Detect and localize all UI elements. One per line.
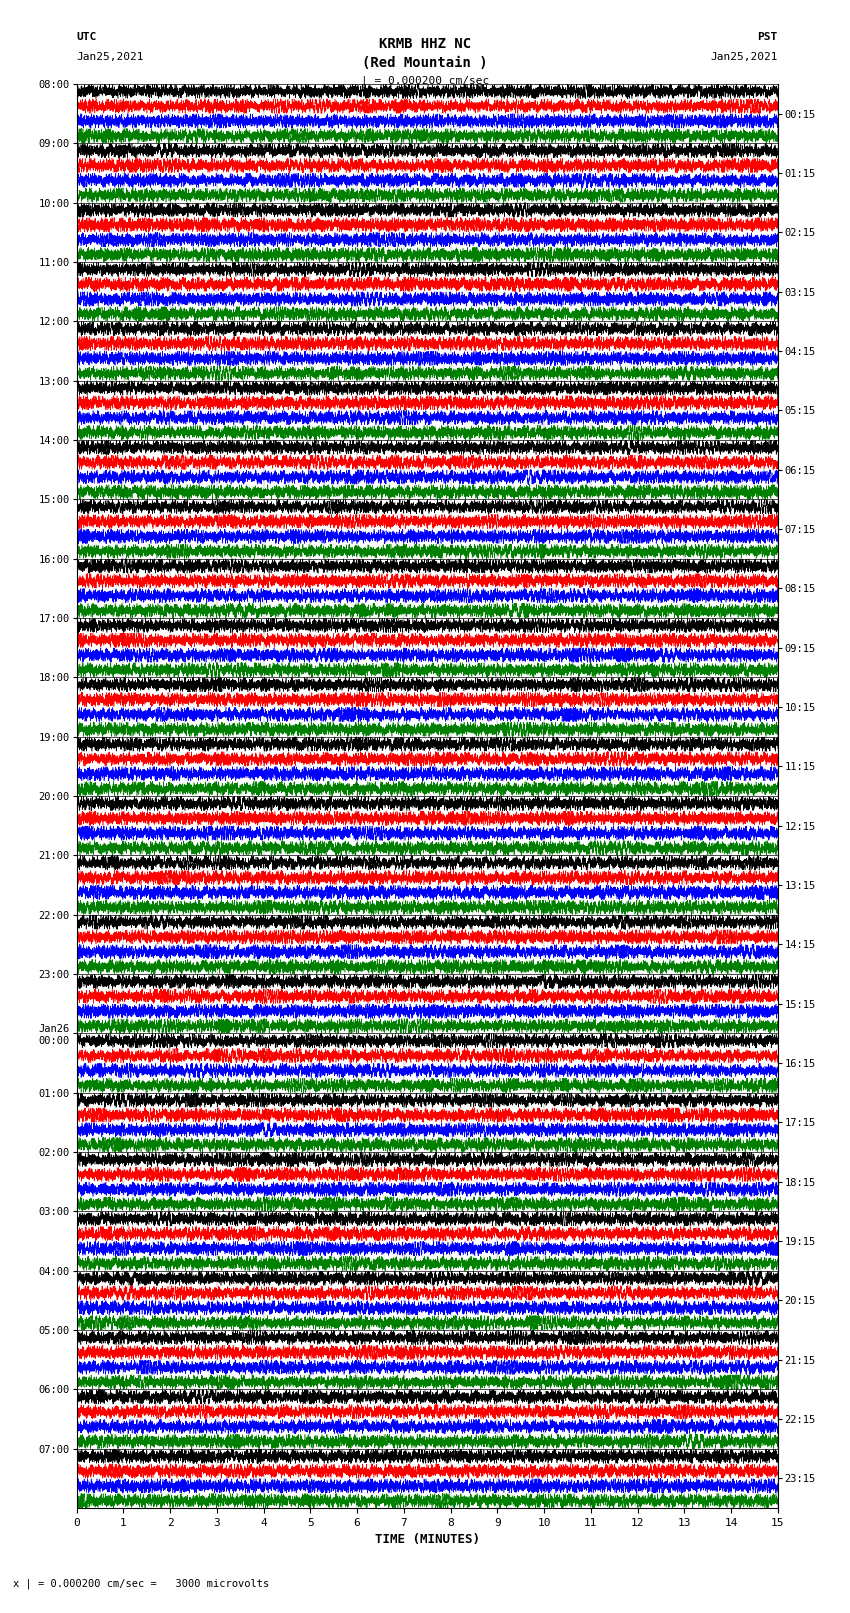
Text: | = 0.000200 cm/sec: | = 0.000200 cm/sec xyxy=(361,76,489,87)
Text: PST: PST xyxy=(757,32,778,42)
Text: KRMB HHZ NC: KRMB HHZ NC xyxy=(379,37,471,52)
Text: x | = 0.000200 cm/sec =   3000 microvolts: x | = 0.000200 cm/sec = 3000 microvolts xyxy=(13,1578,269,1589)
Text: UTC: UTC xyxy=(76,32,97,42)
Text: (Red Mountain ): (Red Mountain ) xyxy=(362,56,488,71)
X-axis label: TIME (MINUTES): TIME (MINUTES) xyxy=(375,1534,479,1547)
Text: Jan25,2021: Jan25,2021 xyxy=(711,52,778,61)
Text: Jan25,2021: Jan25,2021 xyxy=(76,52,144,61)
